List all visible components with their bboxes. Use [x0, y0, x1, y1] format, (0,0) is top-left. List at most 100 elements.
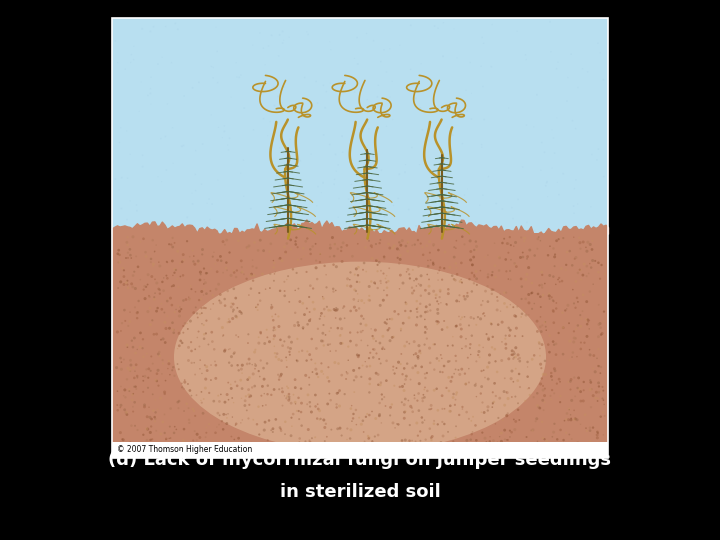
Point: [544, 242, 556, 251]
Point: [267, 428, 279, 436]
Point: [437, 368, 449, 376]
Point: [484, 437, 495, 445]
Point: [124, 245, 135, 254]
Point: [585, 426, 596, 435]
Point: [217, 323, 228, 332]
Point: [552, 435, 563, 444]
Point: [522, 384, 534, 393]
Point: [421, 241, 433, 250]
Point: [585, 437, 596, 445]
Point: [435, 350, 446, 359]
Point: [208, 248, 220, 256]
Point: [492, 414, 504, 422]
Point: [399, 380, 410, 388]
Point: [432, 269, 444, 278]
Point: [168, 281, 179, 290]
Point: [165, 404, 176, 413]
Point: [302, 234, 313, 243]
Point: [202, 199, 213, 207]
Point: [184, 252, 196, 261]
Point: [422, 256, 433, 265]
Point: [292, 318, 304, 327]
Point: [272, 370, 284, 379]
Point: [174, 303, 186, 312]
Point: [197, 250, 208, 259]
Point: [485, 433, 496, 441]
Point: [174, 259, 186, 268]
Point: [435, 299, 446, 307]
Point: [277, 39, 289, 48]
Point: [241, 274, 253, 283]
Point: [450, 352, 462, 360]
Point: [191, 436, 202, 444]
Point: [233, 366, 245, 375]
Point: [482, 363, 493, 372]
Point: [460, 342, 472, 350]
Point: [593, 382, 605, 391]
Point: [243, 373, 255, 382]
Point: [423, 289, 435, 298]
Point: [436, 105, 448, 114]
Point: [258, 426, 270, 434]
Point: [307, 298, 319, 307]
Point: [372, 260, 383, 269]
Point: [269, 342, 280, 350]
Point: [465, 435, 477, 444]
Point: [268, 263, 279, 272]
Point: [128, 267, 140, 276]
Point: [575, 338, 587, 347]
Point: [433, 300, 444, 308]
Point: [148, 295, 160, 303]
Point: [516, 233, 527, 242]
Point: [406, 143, 418, 152]
Point: [557, 308, 568, 317]
Point: [289, 308, 301, 317]
Point: [583, 325, 595, 333]
Point: [552, 275, 564, 284]
Point: [229, 348, 240, 357]
Point: [122, 276, 133, 285]
Point: [278, 36, 289, 44]
Point: [387, 77, 398, 86]
Point: [406, 284, 418, 292]
Point: [215, 390, 227, 399]
Point: [508, 303, 519, 312]
Point: [534, 281, 545, 289]
Point: [176, 440, 188, 448]
Point: [240, 392, 251, 401]
Point: [381, 122, 392, 131]
Point: [595, 261, 607, 269]
Point: [178, 384, 189, 393]
Point: [533, 403, 544, 411]
Point: [395, 255, 406, 264]
Point: [129, 367, 140, 375]
Bar: [112, 18, 608, 234]
Point: [139, 294, 150, 303]
Point: [270, 353, 282, 361]
Point: [231, 381, 243, 390]
Point: [194, 342, 205, 351]
Point: [341, 369, 353, 377]
Point: [213, 314, 225, 323]
Point: [570, 415, 581, 423]
Point: [314, 258, 325, 266]
Point: [183, 356, 194, 365]
Point: [382, 326, 394, 334]
Point: [222, 287, 233, 295]
Point: [152, 444, 163, 453]
Point: [526, 305, 538, 313]
Point: [372, 380, 384, 389]
Point: [304, 216, 315, 225]
Point: [127, 407, 139, 416]
Point: [311, 369, 323, 378]
Point: [571, 294, 582, 302]
Point: [471, 357, 482, 366]
Point: [417, 243, 428, 252]
Point: [510, 312, 521, 321]
Point: [212, 78, 223, 87]
Point: [552, 178, 563, 187]
Point: [446, 272, 458, 280]
Point: [508, 214, 519, 223]
Point: [171, 305, 182, 314]
Point: [300, 444, 311, 453]
